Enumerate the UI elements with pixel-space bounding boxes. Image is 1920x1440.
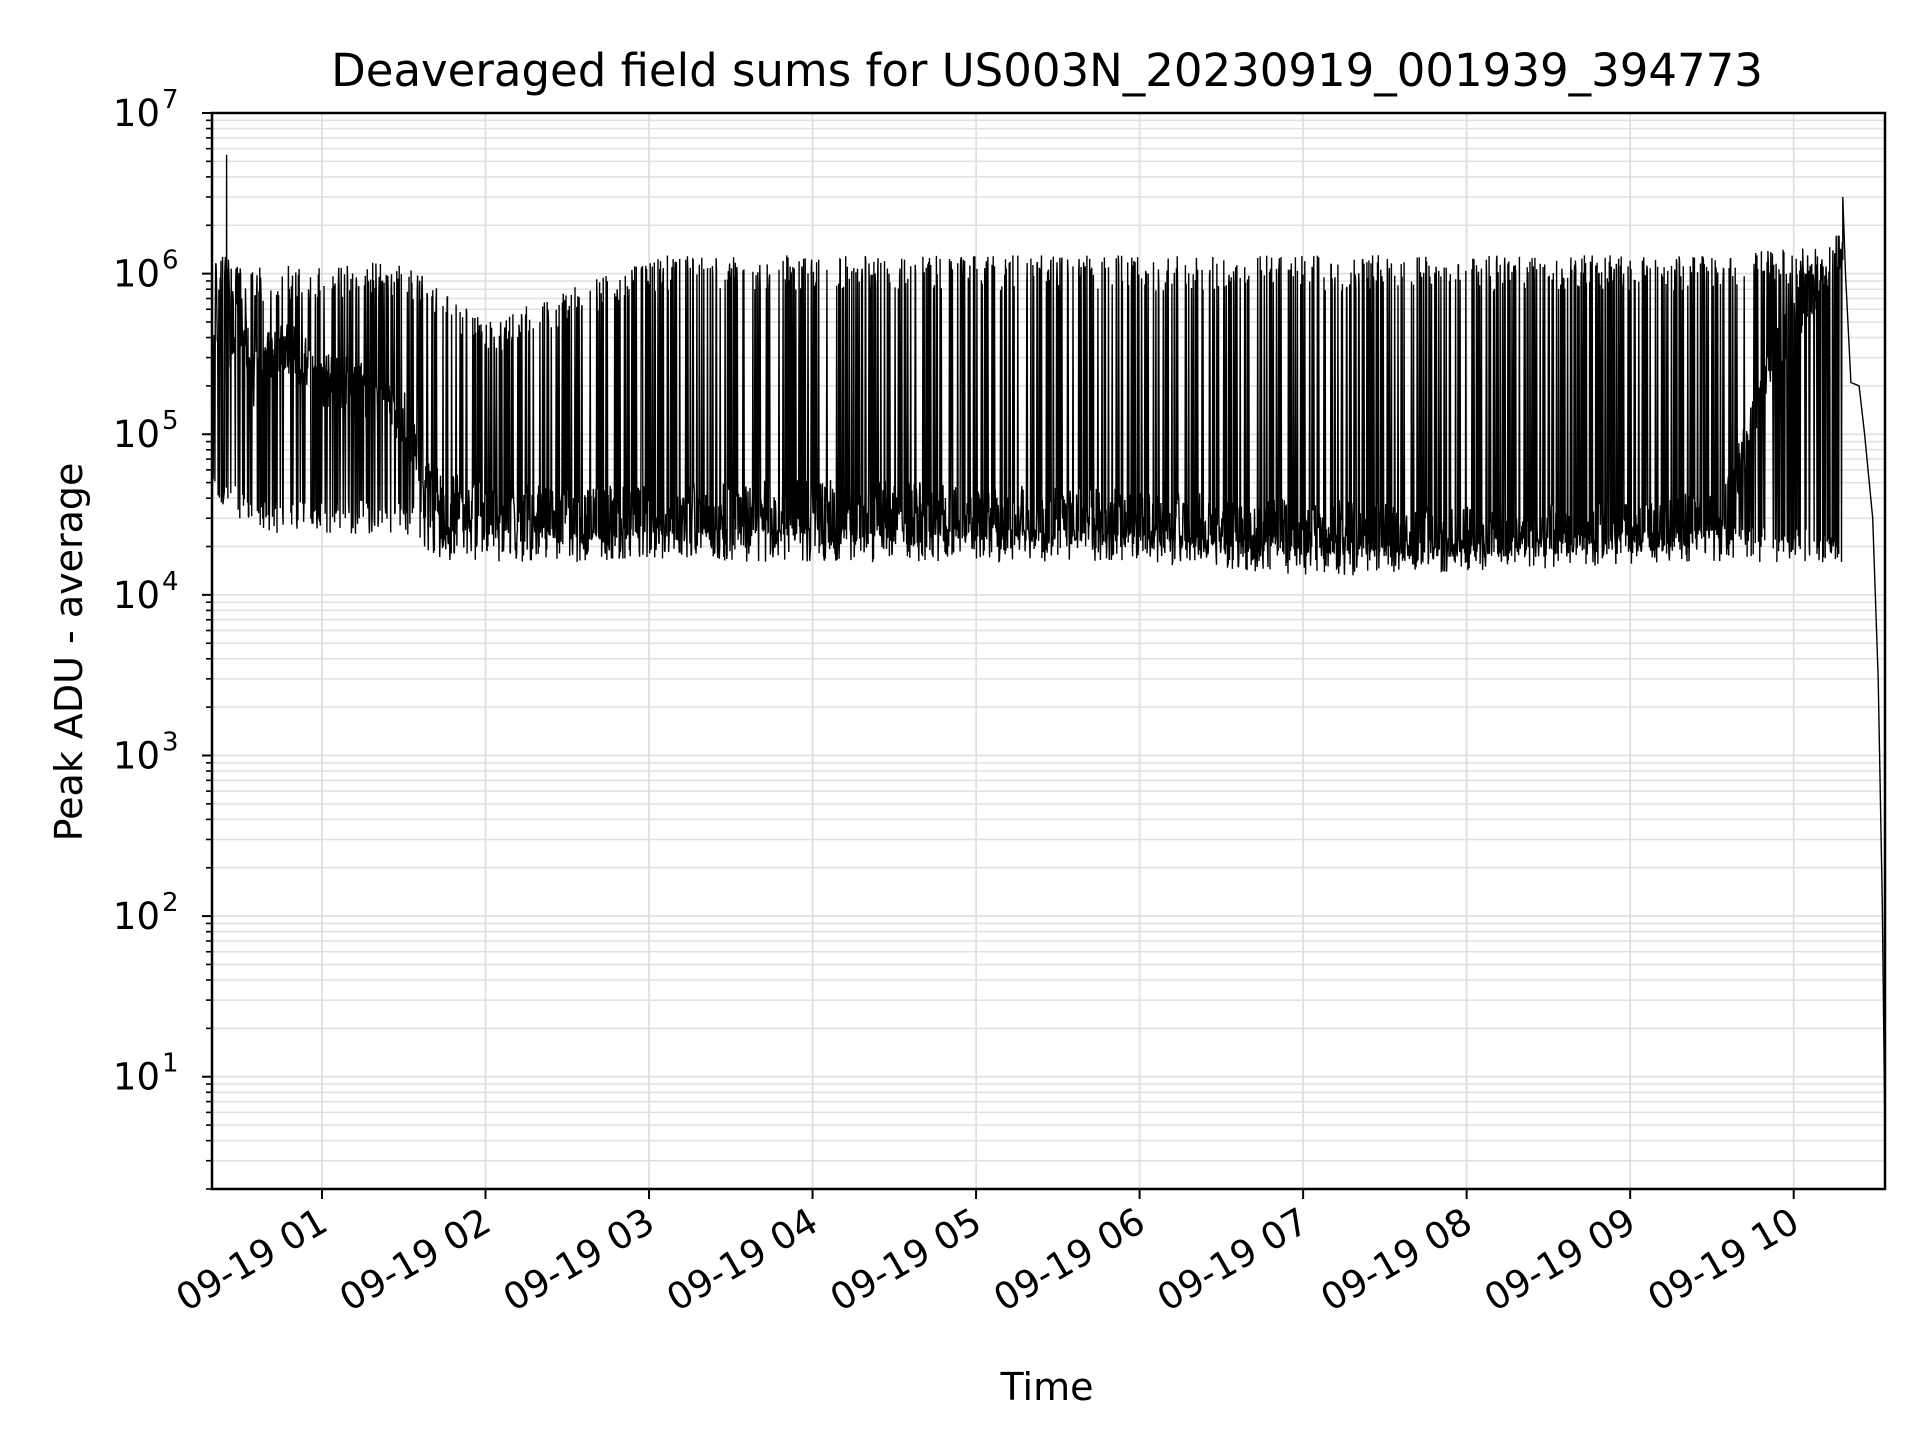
y-tick-label: 10 [113,734,160,777]
y-tick-label: 10 [113,413,160,456]
y-tick-exponent: 4 [162,567,179,597]
y-tick-label: 10 [113,895,160,938]
y-tick-label: 10 [113,92,160,135]
y-axis-label: Peak ADU - average [47,463,91,842]
y-tick-exponent: 7 [162,85,179,115]
x-axis-label: Time [1000,1365,1094,1409]
y-tick-exponent: 1 [162,1049,179,1079]
y-tick-label: 10 [113,1056,160,1099]
y-tick-label: 10 [113,574,160,617]
y-tick-label: 10 [113,253,160,296]
chart-title: Deaveraged field sums for US003N_2023091… [331,44,1763,97]
plot-frame [210,111,1887,1191]
y-tick-exponent: 6 [162,246,179,276]
series-line [211,154,1886,1141]
y-tick-exponent: 5 [162,406,179,436]
y-tick-exponent: 2 [162,888,179,918]
y-tick-exponent: 3 [162,727,179,757]
